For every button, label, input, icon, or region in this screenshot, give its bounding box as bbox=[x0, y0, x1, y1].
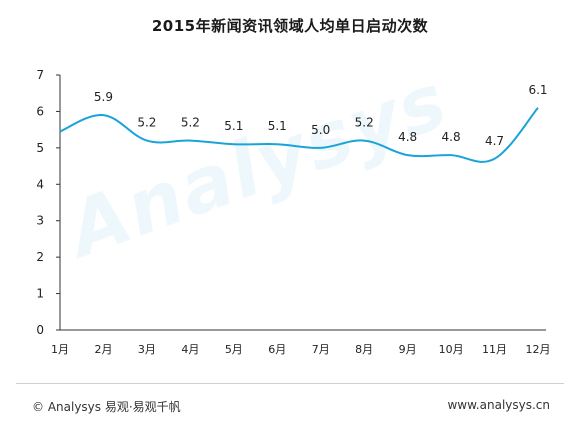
data-label: 5.0 bbox=[311, 123, 330, 137]
x-tick-label: 9月 bbox=[399, 343, 417, 356]
data-label: 5.2 bbox=[355, 116, 374, 130]
y-tick-label: 3 bbox=[36, 214, 44, 228]
x-tick-label: 10月 bbox=[439, 343, 464, 356]
series-line bbox=[59, 107, 539, 163]
x-tick-label: 4月 bbox=[181, 343, 199, 356]
data-label: 5.1 bbox=[268, 119, 287, 133]
y-tick-label: 7 bbox=[36, 68, 44, 82]
y-tick-label: 5 bbox=[36, 141, 44, 155]
y-tick-label: 2 bbox=[36, 250, 44, 264]
data-label: 4.8 bbox=[398, 130, 417, 144]
y-tick-label: 4 bbox=[36, 177, 44, 191]
x-tick-label: 12月 bbox=[526, 343, 551, 356]
footer-divider bbox=[16, 383, 564, 384]
x-tick-label: 11月 bbox=[482, 343, 507, 356]
y-tick-label: 6 bbox=[36, 104, 44, 118]
data-label: 4.7 bbox=[485, 134, 504, 148]
data-label: 5.9 bbox=[94, 90, 113, 104]
x-tick-label: 6月 bbox=[268, 343, 286, 356]
y-tick-label: 0 bbox=[36, 323, 44, 337]
x-tick-label: 7月 bbox=[312, 343, 330, 356]
y-tick-label: 1 bbox=[36, 287, 44, 301]
data-label: 5.2 bbox=[137, 116, 156, 130]
x-tick-label: 1月 bbox=[51, 343, 69, 356]
chart-title: 2015年新闻资讯领域人均单日启动次数 bbox=[151, 17, 429, 35]
data-label: 6.1 bbox=[528, 83, 547, 97]
footer-website: www.analysys.cn bbox=[447, 398, 550, 412]
footer-copyright: © Analysys 易观·易观千帆 bbox=[32, 400, 181, 414]
x-tick-label: 8月 bbox=[355, 343, 373, 356]
data-label: 4.8 bbox=[442, 130, 461, 144]
x-tick-label: 3月 bbox=[138, 343, 156, 356]
x-tick-label: 2月 bbox=[94, 343, 112, 356]
data-label: 5.2 bbox=[181, 116, 200, 130]
data-label: 5.1 bbox=[224, 119, 243, 133]
x-tick-label: 5月 bbox=[225, 343, 243, 356]
